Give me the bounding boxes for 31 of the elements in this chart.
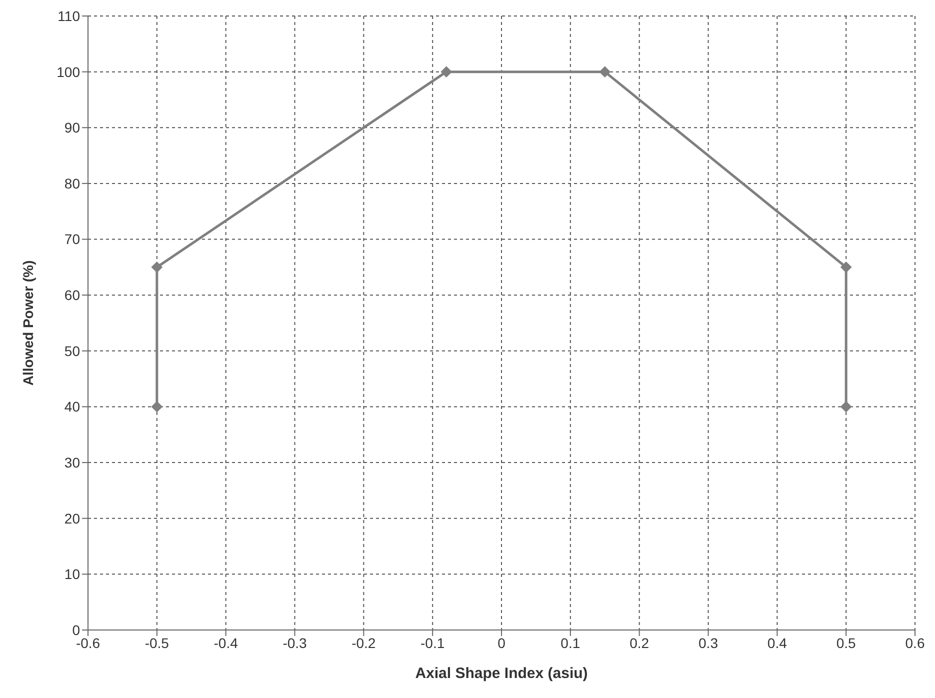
point	[151, 262, 162, 273]
x-tick-label: -0.1	[420, 634, 445, 651]
y-tick-label: 70	[64, 231, 80, 248]
x-tick-label: 0.3	[698, 634, 718, 651]
x-tick-label: 0.4	[767, 634, 788, 651]
x-tick-label: 0.5	[836, 634, 856, 651]
point	[840, 262, 852, 273]
y-tick-label: 40	[64, 398, 80, 415]
x-tick-label: -0.5	[144, 634, 170, 651]
y-tick-label: 10	[64, 566, 80, 582]
y-tick-label: 80	[64, 175, 80, 192]
x-tick-label: 0	[498, 634, 506, 651]
y-axis-title: Allowed Power (%)	[20, 260, 36, 386]
y-tick-label: 90	[64, 120, 80, 136]
y-tick-label: 50	[64, 342, 80, 359]
point	[599, 66, 610, 78]
x-tick-label: -0.3	[282, 634, 308, 651]
y-tick-label: 100	[56, 64, 80, 80]
y-tick-label: 60	[64, 287, 80, 304]
x-tick-label: 0.2	[630, 634, 650, 651]
y-tick-label: 20	[64, 510, 80, 526]
x-tick-label: 0.1	[560, 634, 580, 651]
y-tick-label: 110	[58, 8, 80, 24]
x-tick-label: 0.6	[905, 634, 925, 651]
x-axis-title: Axial Shape Index (asiu)	[415, 665, 588, 682]
point	[440, 66, 452, 78]
x-tick-label: -0.2	[352, 634, 376, 651]
x-tick-label: -0.4	[214, 634, 238, 651]
point	[151, 401, 162, 412]
point	[840, 401, 852, 412]
y-tick-label: 30	[64, 454, 80, 471]
